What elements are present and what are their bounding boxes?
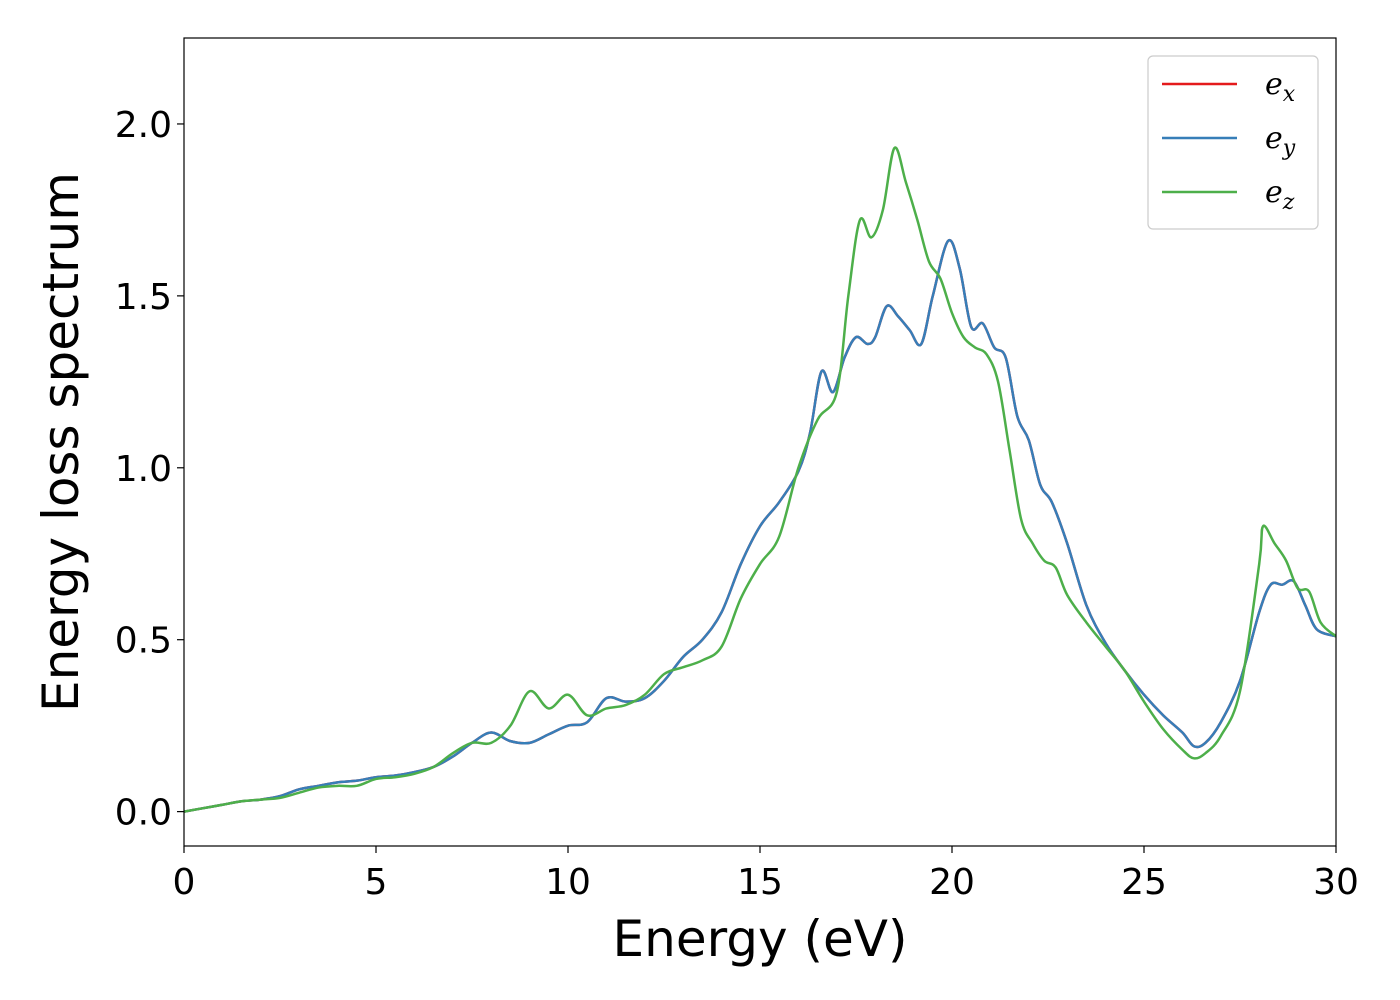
y-tick-label: 1.5 bbox=[115, 277, 172, 318]
y-tick-label: 0.5 bbox=[115, 621, 172, 662]
legend-box bbox=[1147, 55, 1319, 230]
x-tick-label: 15 bbox=[737, 862, 783, 903]
series-line-ez bbox=[184, 146, 1336, 813]
series-layer bbox=[184, 146, 1336, 813]
plot-background bbox=[184, 38, 1336, 846]
x-axis-label: Energy (eV) bbox=[613, 910, 908, 968]
x-tick-label: 30 bbox=[1313, 862, 1359, 903]
y-tick-label: 2.0 bbox=[115, 105, 172, 146]
y-axis-label: Energy loss spectrum bbox=[32, 172, 90, 712]
y-axis: 0.0 0.5 1.0 1.5 2.0 bbox=[115, 105, 184, 834]
series-line-ey bbox=[184, 238, 1336, 813]
y-tick-label: 0.0 bbox=[115, 793, 172, 834]
x-tick-label: 0 bbox=[173, 862, 196, 903]
y-tick-label: 1.0 bbox=[115, 449, 172, 490]
x-tick-label: 5 bbox=[365, 862, 388, 903]
x-tick-label: 20 bbox=[929, 862, 975, 903]
x-tick-label: 25 bbox=[1121, 862, 1167, 903]
x-tick-label: 10 bbox=[545, 862, 591, 903]
x-axis: 0 5 10 15 20 25 30 bbox=[173, 846, 1359, 903]
